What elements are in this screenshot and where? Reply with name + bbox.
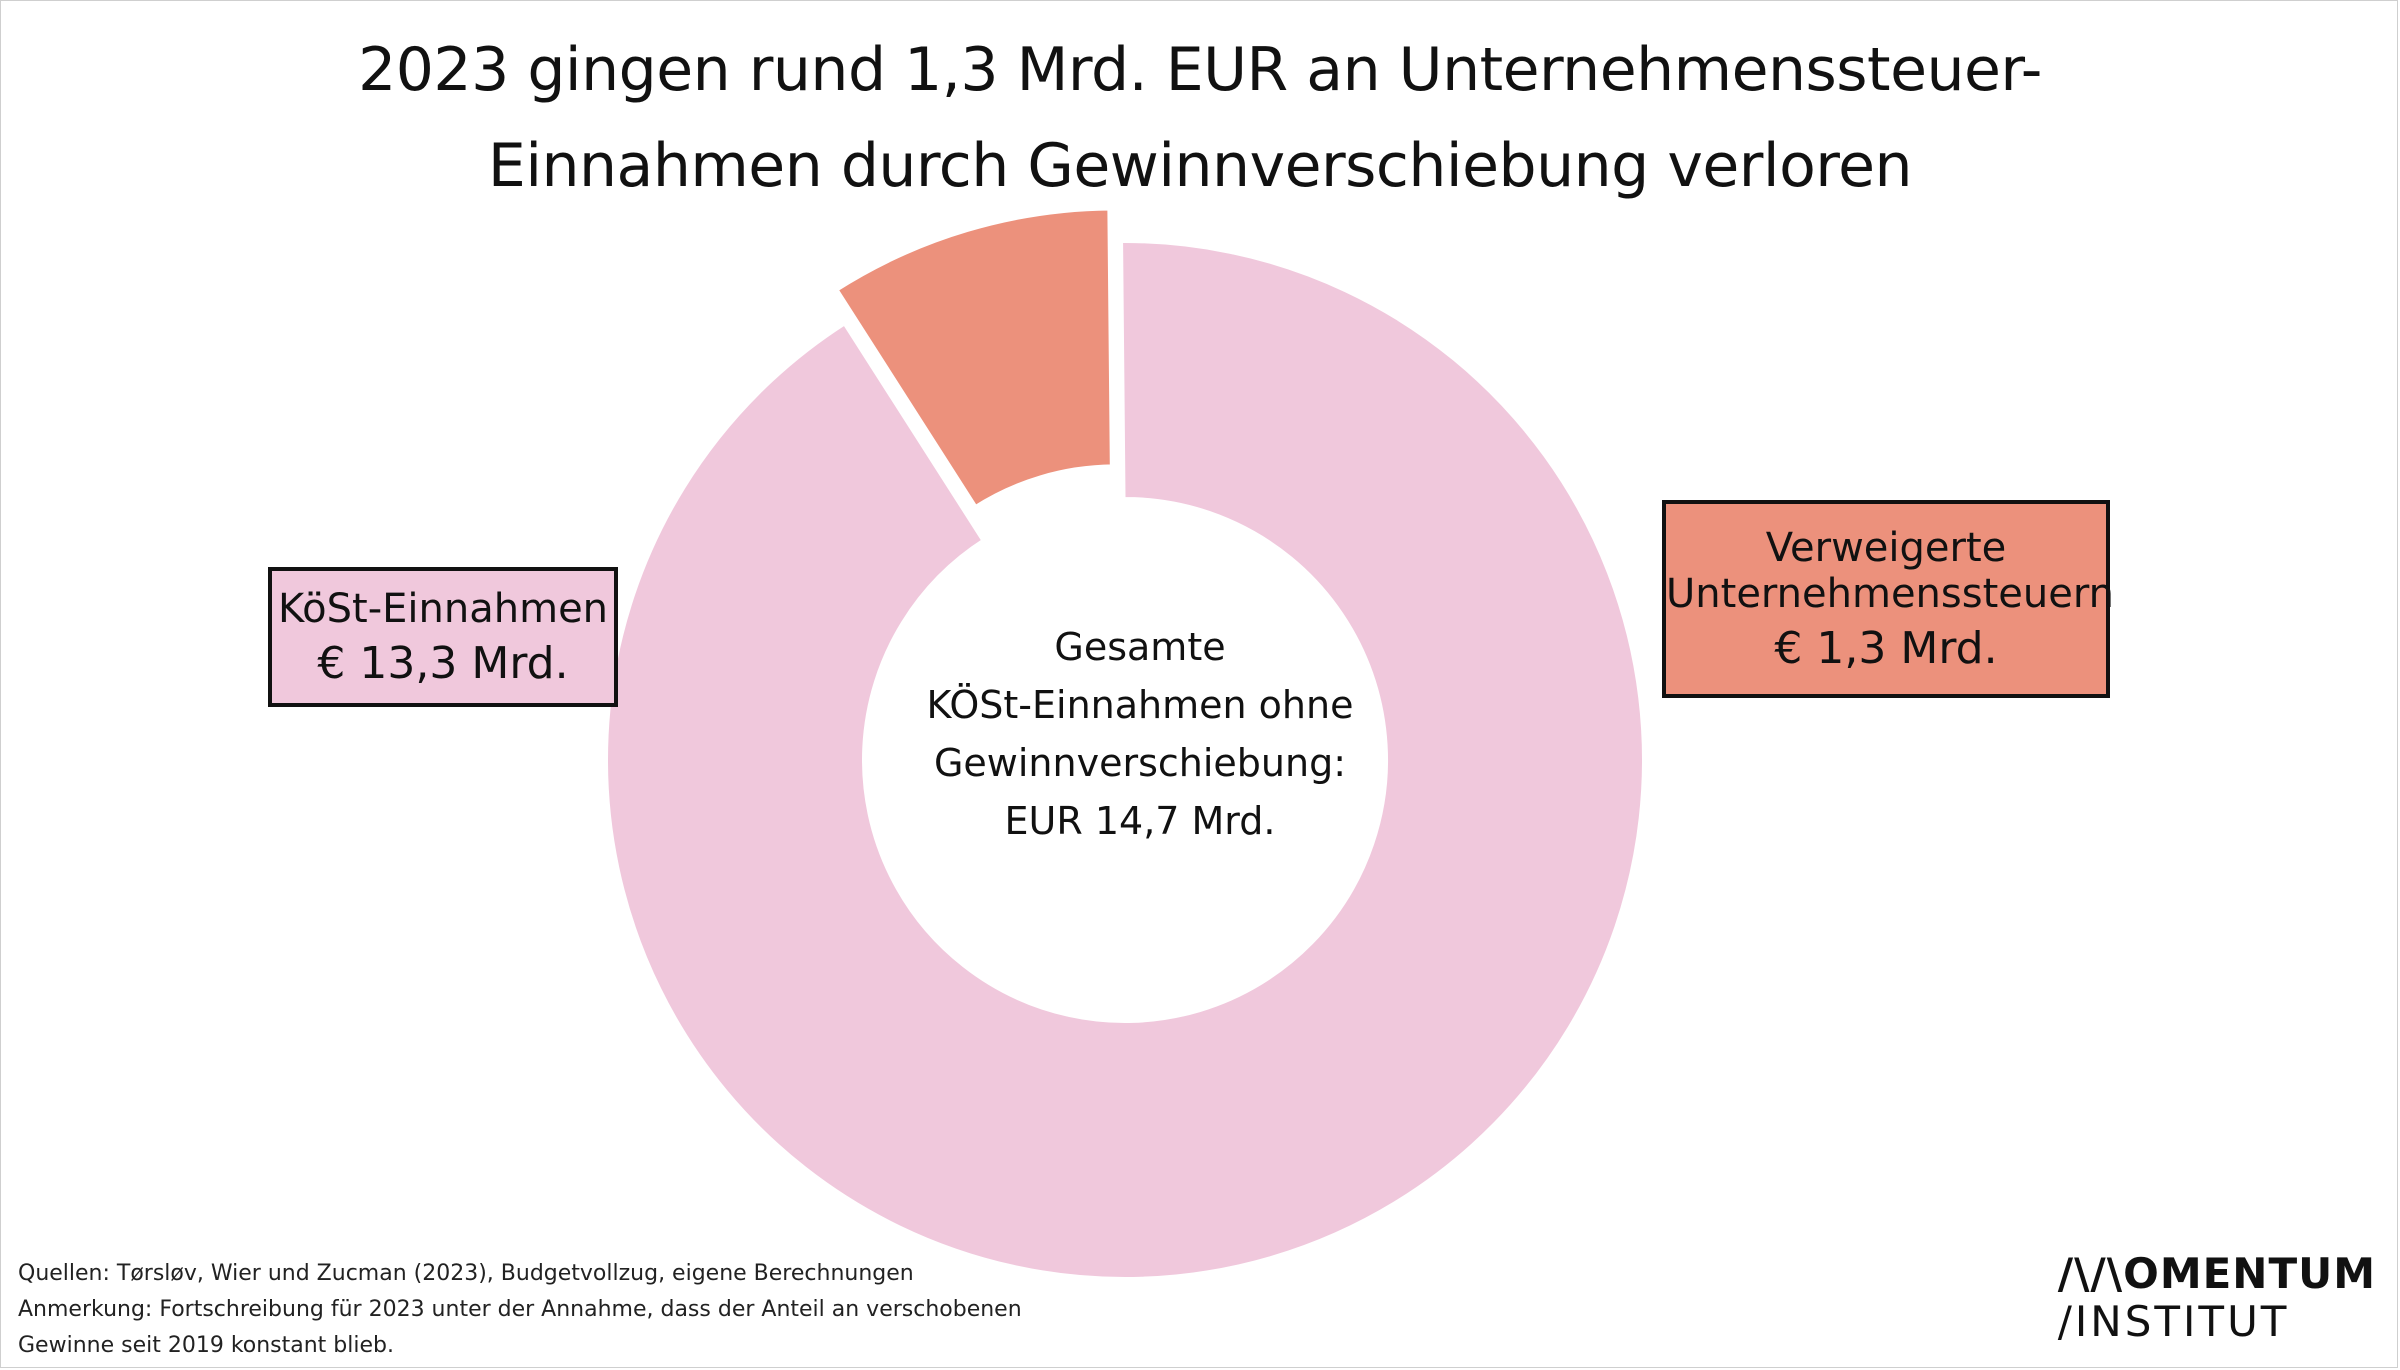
slice-label-verweigert: Verweigerte Unternehmenssteuern € 1,3 Mr… <box>1662 500 2114 698</box>
footnote-note-cont: Gewinne seit 2019 konstant blieb. <box>18 1333 394 1358</box>
center-label-line-4: EUR 14,7 Mrd. <box>1004 799 1276 843</box>
slice-verweigerte-unternehmenssteuern <box>830 204 1116 513</box>
center-label-line-3: Gewinnverschiebung: <box>933 741 1347 785</box>
center-label-line-2: KÖSt-Einnahmen ohne <box>926 683 1354 727</box>
footnote-note: Anmerkung: Fortschreibung für 2023 unter… <box>18 1297 1022 1322</box>
slice-label-verweigert-name-2: Unternehmenssteuern <box>1666 570 2114 617</box>
slice-label-verweigert-name-1: Verweigerte <box>1765 524 2007 571</box>
logo-line-2: /INSTITUT <box>2057 1297 2290 1346</box>
donut-center-label: Gesamte KÖSt-Einnahmen ohne Gewinnversch… <box>840 618 1440 850</box>
logo-line-1: /\/\OMENTUM <box>2057 1249 2376 1298</box>
slice-koest-einnahmen <box>602 237 1648 1283</box>
title-line-2: Einnahmen durch Gewinnverschiebung verlo… <box>487 131 1913 201</box>
slice-label-verweigert-value: € 1,3 Mrd. <box>1774 622 1998 674</box>
momentum-institut-logo: /\/\OMENTUM /INSTITUT <box>2058 1250 2376 1346</box>
title-line-1: 2023 gingen rund 1,3 Mrd. EUR an Unterne… <box>358 35 2042 105</box>
slice-label-koest-value: € 13,3 Mrd. <box>317 637 569 689</box>
footnote-sources: Quellen: Tørsløv, Wier und Zucman (2023)… <box>18 1261 914 1286</box>
chart-title: 2023 gingen rund 1,3 Mrd. EUR an Unterne… <box>100 22 2300 214</box>
center-label-line-1: Gesamte <box>1054 625 1226 669</box>
slice-label-koest-name: KöSt-Einnahmen <box>277 585 609 632</box>
slice-label-koest: KöSt-Einnahmen € 13,3 Mrd. <box>268 567 618 707</box>
footnote: Quellen: Tørsløv, Wier und Zucman (2023)… <box>18 1256 1022 1364</box>
